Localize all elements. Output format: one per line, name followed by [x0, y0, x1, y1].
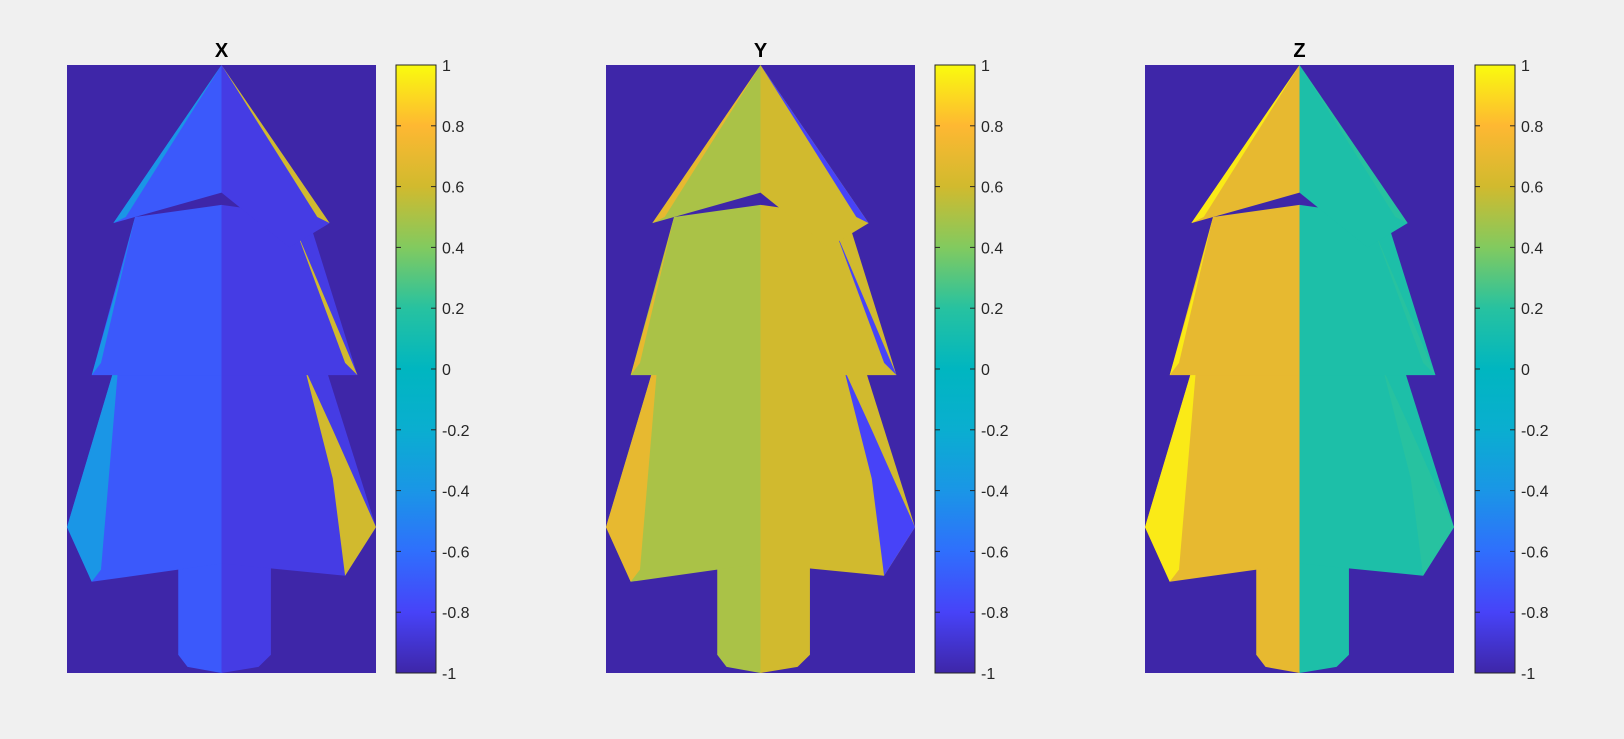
tier-middle-right [760, 204, 897, 376]
colorbar-tick-label: 0.4 [1521, 240, 1543, 257]
colorbar [395, 64, 437, 674]
trunk-right [760, 563, 810, 673]
trunk-left [717, 563, 761, 673]
trunk-right [221, 563, 271, 673]
tier-bottom-left-rim [606, 350, 659, 582]
tree-mesh [67, 65, 376, 673]
tier-top-left-rim [113, 65, 222, 224]
colorbar-tick-label: -1 [981, 666, 995, 683]
panel-title: Z [1293, 40, 1305, 62]
colorbar-tick-label: -0.8 [442, 605, 470, 622]
tree-mesh [1145, 65, 1454, 673]
tier-bottom-left-rim [1145, 350, 1198, 582]
tier-top-right [1299, 65, 1408, 248]
colorbar [1474, 64, 1516, 674]
tier-bottom-right-rim [1382, 369, 1454, 576]
colorbar-tick-label: -1 [1521, 666, 1535, 683]
tier-bottom-right-rim [304, 369, 376, 576]
tier-top-right [760, 65, 869, 248]
panel-x: X 1 0.8 0.6 0.4 0.2 0 -0.2 -0.4 -0.6 -0.8 -1 [67, 40, 470, 683]
panel-y: Y 1 0.8 0.6 0.4 0.2 0 -0.2 -0.4 -0.6 -0.8 -1 [606, 40, 1009, 683]
tier-top-left-rim [652, 65, 761, 224]
tier-top-right-rim [760, 65, 869, 224]
colorbar-tick-label: 0.8 [1521, 119, 1543, 136]
tier-middle-left [630, 204, 761, 376]
tier-middle-right [1299, 204, 1436, 376]
colorbar-tick-label: -0.4 [1521, 484, 1549, 501]
colorbar-tick-label: 1 [442, 58, 451, 75]
colorbar-tick-label: 0.8 [981, 119, 1003, 136]
trunk-right [1299, 563, 1349, 673]
colorbar-tick-label: -0.2 [981, 423, 1009, 440]
tier-bottom-right [221, 350, 376, 576]
colorbar-tick-label: -0.4 [981, 484, 1009, 501]
tier-middle-right [221, 204, 358, 376]
tier-top-right-rim [1299, 65, 1408, 224]
colorbar-tick-label: -0.6 [1521, 544, 1549, 561]
colorbar-tick-label: 0.6 [442, 180, 464, 197]
tier-top-right [221, 65, 330, 248]
colorbar-tick-label: 0.6 [981, 180, 1003, 197]
tier-middle-right-rim [1373, 229, 1436, 376]
tier-middle-right-rim [834, 229, 897, 376]
tree-mesh [606, 65, 915, 673]
tier-middle-left [1169, 204, 1300, 376]
tier-middle-right-rim [295, 229, 358, 376]
trunk-left [178, 563, 222, 673]
colorbar-tick-label: -0.8 [981, 605, 1009, 622]
tier-bottom-right [760, 350, 915, 576]
colorbar-tick-label: -0.6 [981, 544, 1009, 561]
colorbar-tick-label: -0.6 [442, 544, 470, 561]
colorbar-tick-label: -0.2 [442, 423, 470, 440]
tier-top-right-rim [221, 65, 330, 224]
panel-z: Z 1 0.8 0.6 0.4 0.2 0 -0.2 -0.4 -0.6 -0.8 -1 [1145, 40, 1549, 683]
colorbar-tick-label: 0.2 [442, 301, 464, 318]
colorbar-tick-label: -0.8 [1521, 605, 1549, 622]
colorbar-tick-label: 0.4 [981, 240, 1003, 257]
colorbar-tick-label: 0.4 [442, 240, 464, 257]
trunk-left [1256, 563, 1300, 673]
tier-bottom-right [1299, 350, 1454, 576]
colorbar-tick-label: -1 [442, 666, 456, 683]
colorbar-tick-label: 0.8 [442, 119, 464, 136]
colorbar-tick-label: -0.2 [1521, 423, 1549, 440]
tier-top-left-rim [1191, 65, 1300, 224]
colorbar-tick-label: 0 [442, 362, 451, 379]
colorbar-tick-label: 0.2 [1521, 301, 1543, 318]
tier-middle-left [91, 204, 222, 376]
panel-title: Y [754, 40, 768, 62]
colorbar-tick-label: 0.6 [1521, 180, 1543, 197]
colorbar-tick-label: 1 [981, 58, 990, 75]
colorbar-tick-label: 0 [1521, 362, 1530, 379]
colorbar-tick-label: 0 [981, 362, 990, 379]
tier-bottom-left-rim [67, 350, 120, 582]
colorbar-tick-label: -0.4 [442, 484, 470, 501]
colorbar-tick-label: 0.2 [981, 301, 1003, 318]
colorbar [934, 64, 976, 674]
tier-bottom-right-rim [843, 369, 915, 576]
colorbar-tick-label: 1 [1521, 58, 1530, 75]
panel-title: X [215, 40, 229, 62]
